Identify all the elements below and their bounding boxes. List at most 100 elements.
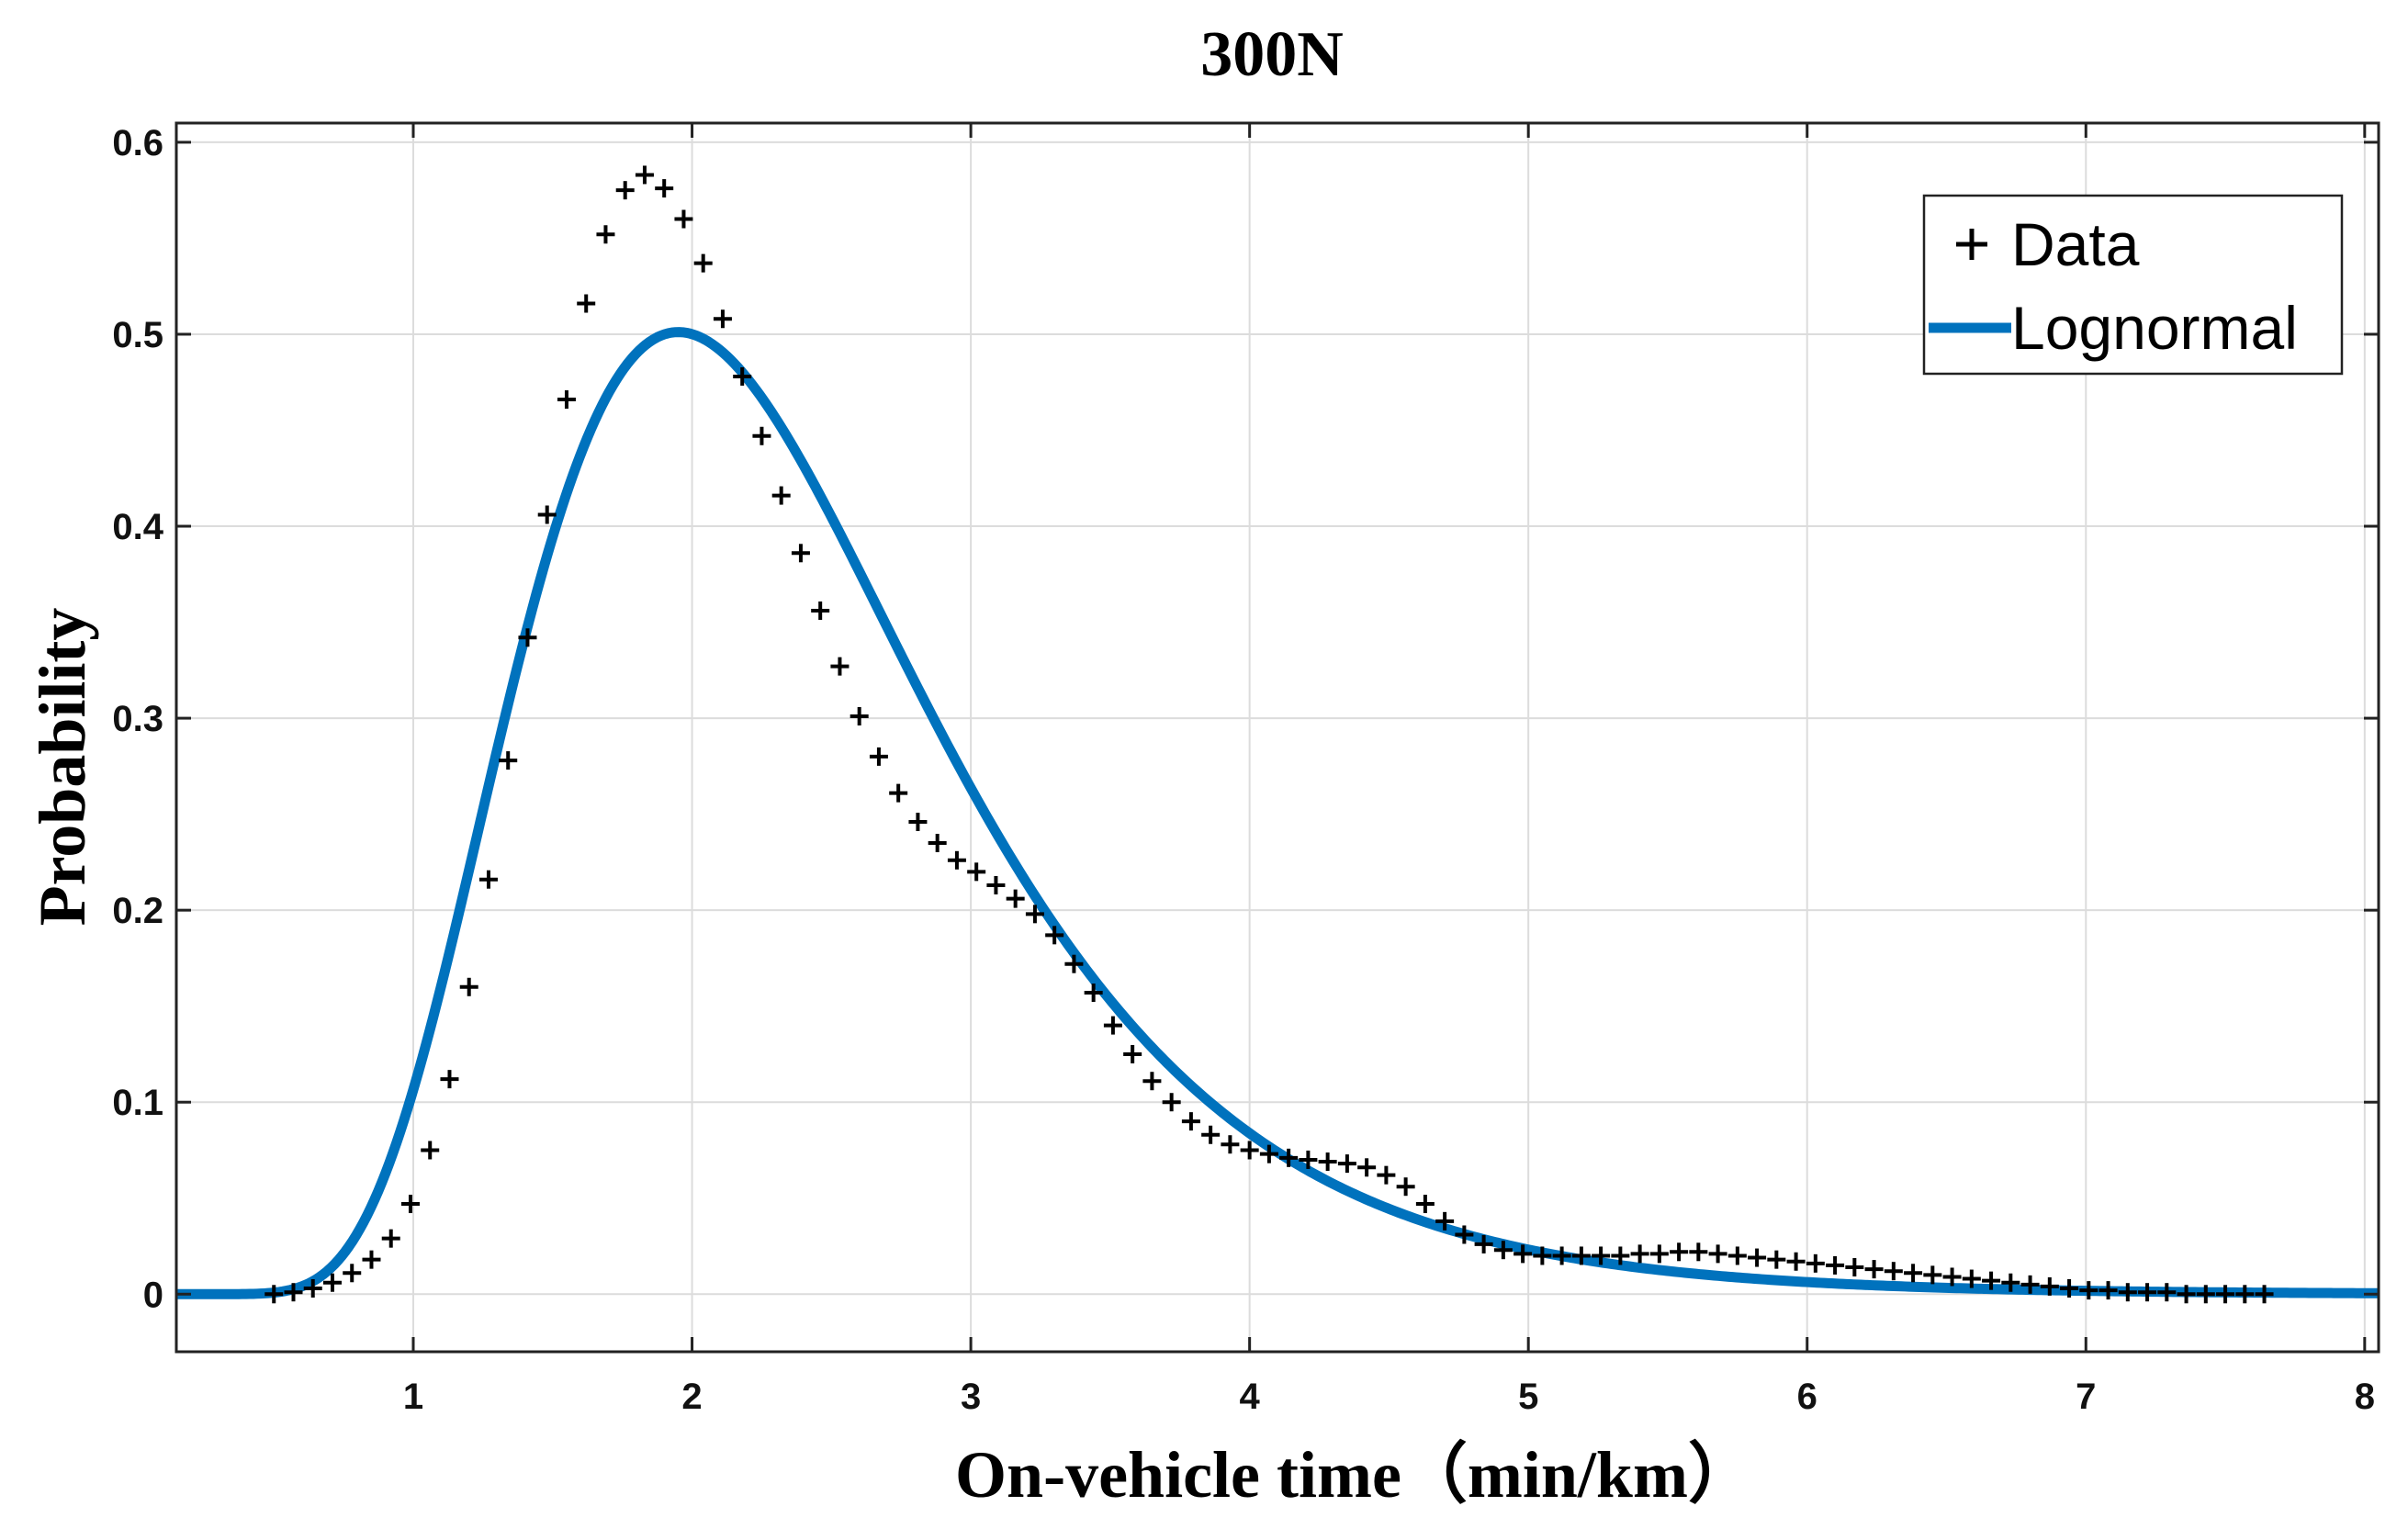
y-tick-label: 0.3 (112, 699, 163, 739)
data-point (889, 783, 908, 803)
data-point (1552, 1246, 1571, 1265)
data-point (518, 628, 537, 647)
data-point (733, 366, 752, 386)
data-point (752, 426, 771, 445)
data-point (674, 209, 693, 229)
data-point (1884, 1262, 1903, 1281)
data-point (440, 1070, 459, 1089)
axis-ticks (176, 123, 2379, 1352)
data-point (1904, 1264, 1923, 1283)
data-point (1045, 926, 1064, 945)
data-point (1006, 889, 1025, 908)
data-point (1806, 1253, 1825, 1273)
data-point (1103, 1016, 1122, 1035)
data-point (1455, 1225, 1474, 1244)
data-point (1299, 1150, 1318, 1169)
x-axis-label: On-vehicle time（min/km） (955, 1438, 1754, 1512)
data-point (2118, 1283, 2137, 1302)
data-point (986, 875, 1006, 894)
data-point (459, 977, 478, 996)
data-point (1337, 1154, 1356, 1174)
data-point (537, 505, 557, 524)
data-point (869, 747, 888, 766)
data-point (478, 870, 498, 889)
y-tick-label: 0.1 (112, 1083, 163, 1123)
data-point (771, 486, 791, 505)
data-point (1162, 1093, 1181, 1112)
data-point (693, 253, 713, 273)
x-tick-label: 2 (681, 1377, 702, 1417)
data-point (499, 751, 518, 770)
y-tick-label: 0.5 (112, 315, 163, 355)
data-point (1084, 984, 1103, 1003)
data-point (1864, 1260, 1884, 1279)
data-point (1240, 1141, 1259, 1160)
data-point (1181, 1112, 1200, 1131)
data-point (596, 225, 615, 244)
legend-box (1922, 194, 2344, 376)
y-tick-label: 0.4 (112, 507, 163, 547)
data-point (1630, 1244, 1649, 1264)
data-point (713, 309, 732, 329)
data-point (1767, 1250, 1786, 1269)
data-point (2138, 1283, 2157, 1302)
data-point (1493, 1241, 1513, 1260)
data-point (1670, 1242, 1689, 1262)
data-point (908, 812, 928, 831)
x-tick-label: 4 (1240, 1377, 1261, 1417)
data-point (1611, 1246, 1630, 1265)
x-tick-label: 3 (961, 1377, 981, 1417)
data-point (303, 1279, 322, 1298)
data-point (850, 707, 869, 726)
data-point (1923, 1265, 1942, 1285)
data-point (1649, 1244, 1669, 1264)
data-point (557, 390, 576, 410)
data-point (1064, 954, 1084, 973)
data-point (1942, 1267, 1962, 1287)
data-point (2040, 1276, 2059, 1296)
data-point (1708, 1244, 1727, 1264)
data-point (635, 165, 654, 185)
data-point (1786, 1252, 1806, 1271)
data-point (1571, 1246, 1591, 1265)
data-point (1474, 1234, 1493, 1253)
data-point (1279, 1148, 1299, 1167)
lognormal-curve (174, 327, 2380, 1299)
data-markers-layer (264, 165, 2274, 1304)
data-point (1025, 905, 1044, 924)
data-point (830, 657, 850, 676)
data-point (2196, 1285, 2215, 1304)
data-point (1826, 1255, 1845, 1275)
data-point (264, 1285, 284, 1304)
data-point (1845, 1258, 1864, 1277)
data-point (2177, 1285, 2196, 1304)
data-point (1377, 1165, 1396, 1185)
data-point (928, 833, 947, 852)
data-point (2001, 1273, 2020, 1292)
data-point (947, 850, 966, 870)
data-point (1201, 1125, 1221, 1144)
data-point (1689, 1242, 1708, 1262)
data-point (811, 601, 830, 621)
x-tick-label: 7 (2076, 1377, 2096, 1417)
data-point (1415, 1195, 1435, 1214)
data-point (2060, 1279, 2079, 1298)
data-point (2079, 1281, 2099, 1300)
y-axis-label: Probability (26, 608, 99, 927)
data-point (2099, 1281, 2118, 1300)
data-point (1962, 1269, 1981, 1288)
data-point (2020, 1275, 2040, 1294)
y-tick-label: 0 (143, 1275, 163, 1315)
data-point (1748, 1248, 1767, 1267)
legend-label-lognormal: Lognormal (2011, 294, 2298, 362)
data-point (2235, 1285, 2255, 1304)
data-point (655, 179, 674, 198)
data-point (615, 181, 635, 200)
data-point (284, 1283, 303, 1302)
legend-data-marker (1956, 229, 1987, 260)
data-point (1396, 1177, 1415, 1197)
x-tick-label: 5 (1518, 1377, 1538, 1417)
data-point (1221, 1135, 1240, 1154)
